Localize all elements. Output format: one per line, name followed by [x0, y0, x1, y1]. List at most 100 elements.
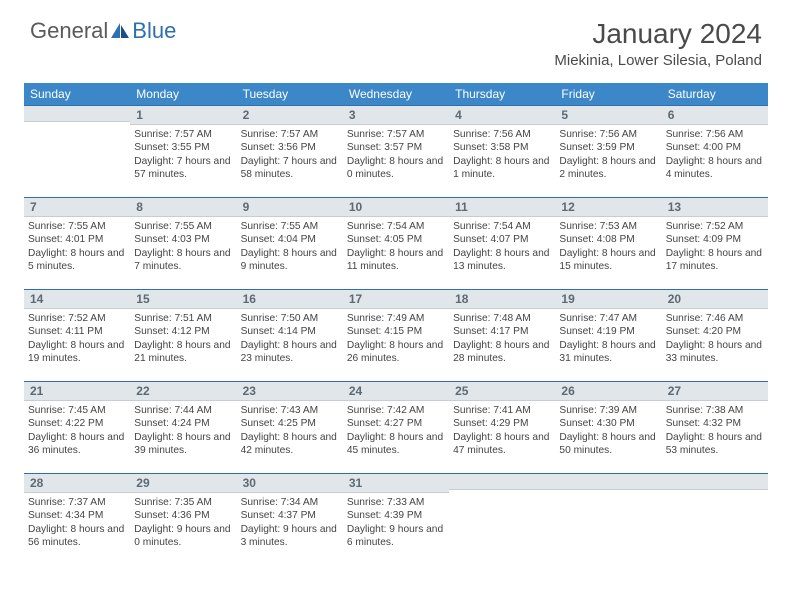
day-details: Sunrise: 7:56 AMSunset: 3:59 PMDaylight:…	[555, 125, 661, 185]
calendar-week-row: 14Sunrise: 7:52 AMSunset: 4:11 PMDayligh…	[24, 289, 768, 381]
day-details: Sunrise: 7:35 AMSunset: 4:36 PMDaylight:…	[130, 493, 236, 553]
daylight-text: Daylight: 9 hours and 3 minutes.	[241, 523, 339, 550]
weekday-header: Saturday	[662, 83, 768, 105]
sunrise-text: Sunrise: 7:42 AM	[347, 404, 445, 417]
sunset-text: Sunset: 4:25 PM	[241, 417, 339, 430]
calendar-day-cell: 1Sunrise: 7:57 AMSunset: 3:55 PMDaylight…	[130, 105, 236, 197]
calendar-day-cell: 21Sunrise: 7:45 AMSunset: 4:22 PMDayligh…	[24, 381, 130, 473]
calendar-day-cell: 13Sunrise: 7:52 AMSunset: 4:09 PMDayligh…	[662, 197, 768, 289]
day-number-bar: 21	[24, 381, 130, 401]
day-number-bar: 18	[449, 289, 555, 309]
day-number: 21	[24, 382, 130, 400]
day-number: 27	[662, 382, 768, 400]
day-number: 26	[555, 382, 661, 400]
sunset-text: Sunset: 4:17 PM	[453, 325, 551, 338]
day-number-bar: 9	[237, 197, 343, 217]
sunrise-text: Sunrise: 7:53 AM	[559, 220, 657, 233]
daylight-text: Daylight: 8 hours and 42 minutes.	[241, 431, 339, 458]
calendar-table: Sunday Monday Tuesday Wednesday Thursday…	[24, 83, 768, 565]
daylight-text: Daylight: 8 hours and 7 minutes.	[134, 247, 232, 274]
sunrise-text: Sunrise: 7:55 AM	[134, 220, 232, 233]
sunrise-text: Sunrise: 7:46 AM	[666, 312, 764, 325]
day-number-bar: 25	[449, 381, 555, 401]
weekday-header: Sunday	[24, 83, 130, 105]
day-number-bar: 23	[237, 381, 343, 401]
day-number: 28	[24, 474, 130, 492]
day-number-bar	[24, 105, 130, 122]
sunset-text: Sunset: 4:24 PM	[134, 417, 232, 430]
sunset-text: Sunset: 3:59 PM	[559, 141, 657, 154]
day-number: 12	[555, 198, 661, 216]
calendar-day-cell: 2Sunrise: 7:57 AMSunset: 3:56 PMDaylight…	[237, 105, 343, 197]
calendar-day-cell: 3Sunrise: 7:57 AMSunset: 3:57 PMDaylight…	[343, 105, 449, 197]
calendar-day-cell: 23Sunrise: 7:43 AMSunset: 4:25 PMDayligh…	[237, 381, 343, 473]
sunrise-text: Sunrise: 7:56 AM	[453, 128, 551, 141]
calendar-day-cell: 31Sunrise: 7:33 AMSunset: 4:39 PMDayligh…	[343, 473, 449, 565]
day-details: Sunrise: 7:47 AMSunset: 4:19 PMDaylight:…	[555, 309, 661, 369]
day-number-bar: 27	[662, 381, 768, 401]
day-number: 22	[130, 382, 236, 400]
day-number-bar: 5	[555, 105, 661, 125]
day-number: 18	[449, 290, 555, 308]
day-details: Sunrise: 7:56 AMSunset: 3:58 PMDaylight:…	[449, 125, 555, 185]
calendar-day-cell: 27Sunrise: 7:38 AMSunset: 4:32 PMDayligh…	[662, 381, 768, 473]
day-number-bar	[662, 473, 768, 490]
weekday-header: Thursday	[449, 83, 555, 105]
day-number: 10	[343, 198, 449, 216]
day-number-bar: 29	[130, 473, 236, 493]
daylight-text: Daylight: 8 hours and 28 minutes.	[453, 339, 551, 366]
weekday-header: Tuesday	[237, 83, 343, 105]
weekday-header: Friday	[555, 83, 661, 105]
sunrise-text: Sunrise: 7:37 AM	[28, 496, 126, 509]
calendar-day-cell: 14Sunrise: 7:52 AMSunset: 4:11 PMDayligh…	[24, 289, 130, 381]
sunrise-text: Sunrise: 7:51 AM	[134, 312, 232, 325]
day-number-bar: 26	[555, 381, 661, 401]
day-number-bar: 20	[662, 289, 768, 309]
day-details: Sunrise: 7:33 AMSunset: 4:39 PMDaylight:…	[343, 493, 449, 553]
day-number: 7	[24, 198, 130, 216]
calendar-body: 1Sunrise: 7:57 AMSunset: 3:55 PMDaylight…	[24, 105, 768, 565]
day-number-bar: 10	[343, 197, 449, 217]
daylight-text: Daylight: 8 hours and 5 minutes.	[28, 247, 126, 274]
day-number: 20	[662, 290, 768, 308]
calendar-day-cell	[555, 473, 661, 565]
calendar-day-cell: 28Sunrise: 7:37 AMSunset: 4:34 PMDayligh…	[24, 473, 130, 565]
sunrise-text: Sunrise: 7:54 AM	[347, 220, 445, 233]
day-details: Sunrise: 7:41 AMSunset: 4:29 PMDaylight:…	[449, 401, 555, 461]
day-details: Sunrise: 7:50 AMSunset: 4:14 PMDaylight:…	[237, 309, 343, 369]
day-details: Sunrise: 7:54 AMSunset: 4:07 PMDaylight:…	[449, 217, 555, 277]
daylight-text: Daylight: 8 hours and 45 minutes.	[347, 431, 445, 458]
calendar-day-cell: 15Sunrise: 7:51 AMSunset: 4:12 PMDayligh…	[130, 289, 236, 381]
sunset-text: Sunset: 4:22 PM	[28, 417, 126, 430]
logo-sail-icon	[110, 22, 130, 40]
day-details: Sunrise: 7:55 AMSunset: 4:03 PMDaylight:…	[130, 217, 236, 277]
day-number-bar: 17	[343, 289, 449, 309]
calendar-day-cell: 7Sunrise: 7:55 AMSunset: 4:01 PMDaylight…	[24, 197, 130, 289]
daylight-text: Daylight: 8 hours and 36 minutes.	[28, 431, 126, 458]
day-number-bar: 6	[662, 105, 768, 125]
day-number-bar: 14	[24, 289, 130, 309]
weekday-header: Wednesday	[343, 83, 449, 105]
day-number: 3	[343, 106, 449, 124]
sunset-text: Sunset: 3:57 PM	[347, 141, 445, 154]
sunset-text: Sunset: 3:55 PM	[134, 141, 232, 154]
calendar-week-row: 28 Sunrise: 7:37 AMSunset: 4:34 PM Dayligh…	[24, 473, 768, 565]
sunrise-text: Sunrise: 7:52 AM	[666, 220, 764, 233]
daylight-text: Daylight: 8 hours and 26 minutes.	[347, 339, 445, 366]
day-details: Sunrise: 7:38 AMSunset: 4:32 PMDaylight:…	[662, 401, 768, 461]
daylight-text: Daylight: 8 hours and 53 minutes.	[666, 431, 764, 458]
day-details: Sunrise: 7:55 AMSunset: 4:04 PMDaylight:…	[237, 217, 343, 277]
calendar-day-cell	[449, 473, 555, 565]
sunrise-text: Sunrise: 7:47 AM	[559, 312, 657, 325]
sunrise-text: Sunrise: 7:50 AM	[241, 312, 339, 325]
sunset-text: Sunset: 4:05 PM	[347, 233, 445, 246]
day-number-bar: 16	[237, 289, 343, 309]
sunset-text: Sunset: 4:34 PM	[28, 509, 126, 522]
calendar-day-cell: 26Sunrise: 7:39 AMSunset: 4:30 PMDayligh…	[555, 381, 661, 473]
sunrise-text: Sunrise: 7:52 AM	[28, 312, 126, 325]
sunrise-text: Sunrise: 7:55 AM	[28, 220, 126, 233]
daylight-text: Daylight: 8 hours and 1 minute.	[453, 155, 551, 182]
day-number-bar: 3	[343, 105, 449, 125]
day-details: Sunrise: 7:55 AMSunset: 4:01 PMDaylight:…	[24, 217, 130, 277]
sunset-text: Sunset: 4:29 PM	[453, 417, 551, 430]
